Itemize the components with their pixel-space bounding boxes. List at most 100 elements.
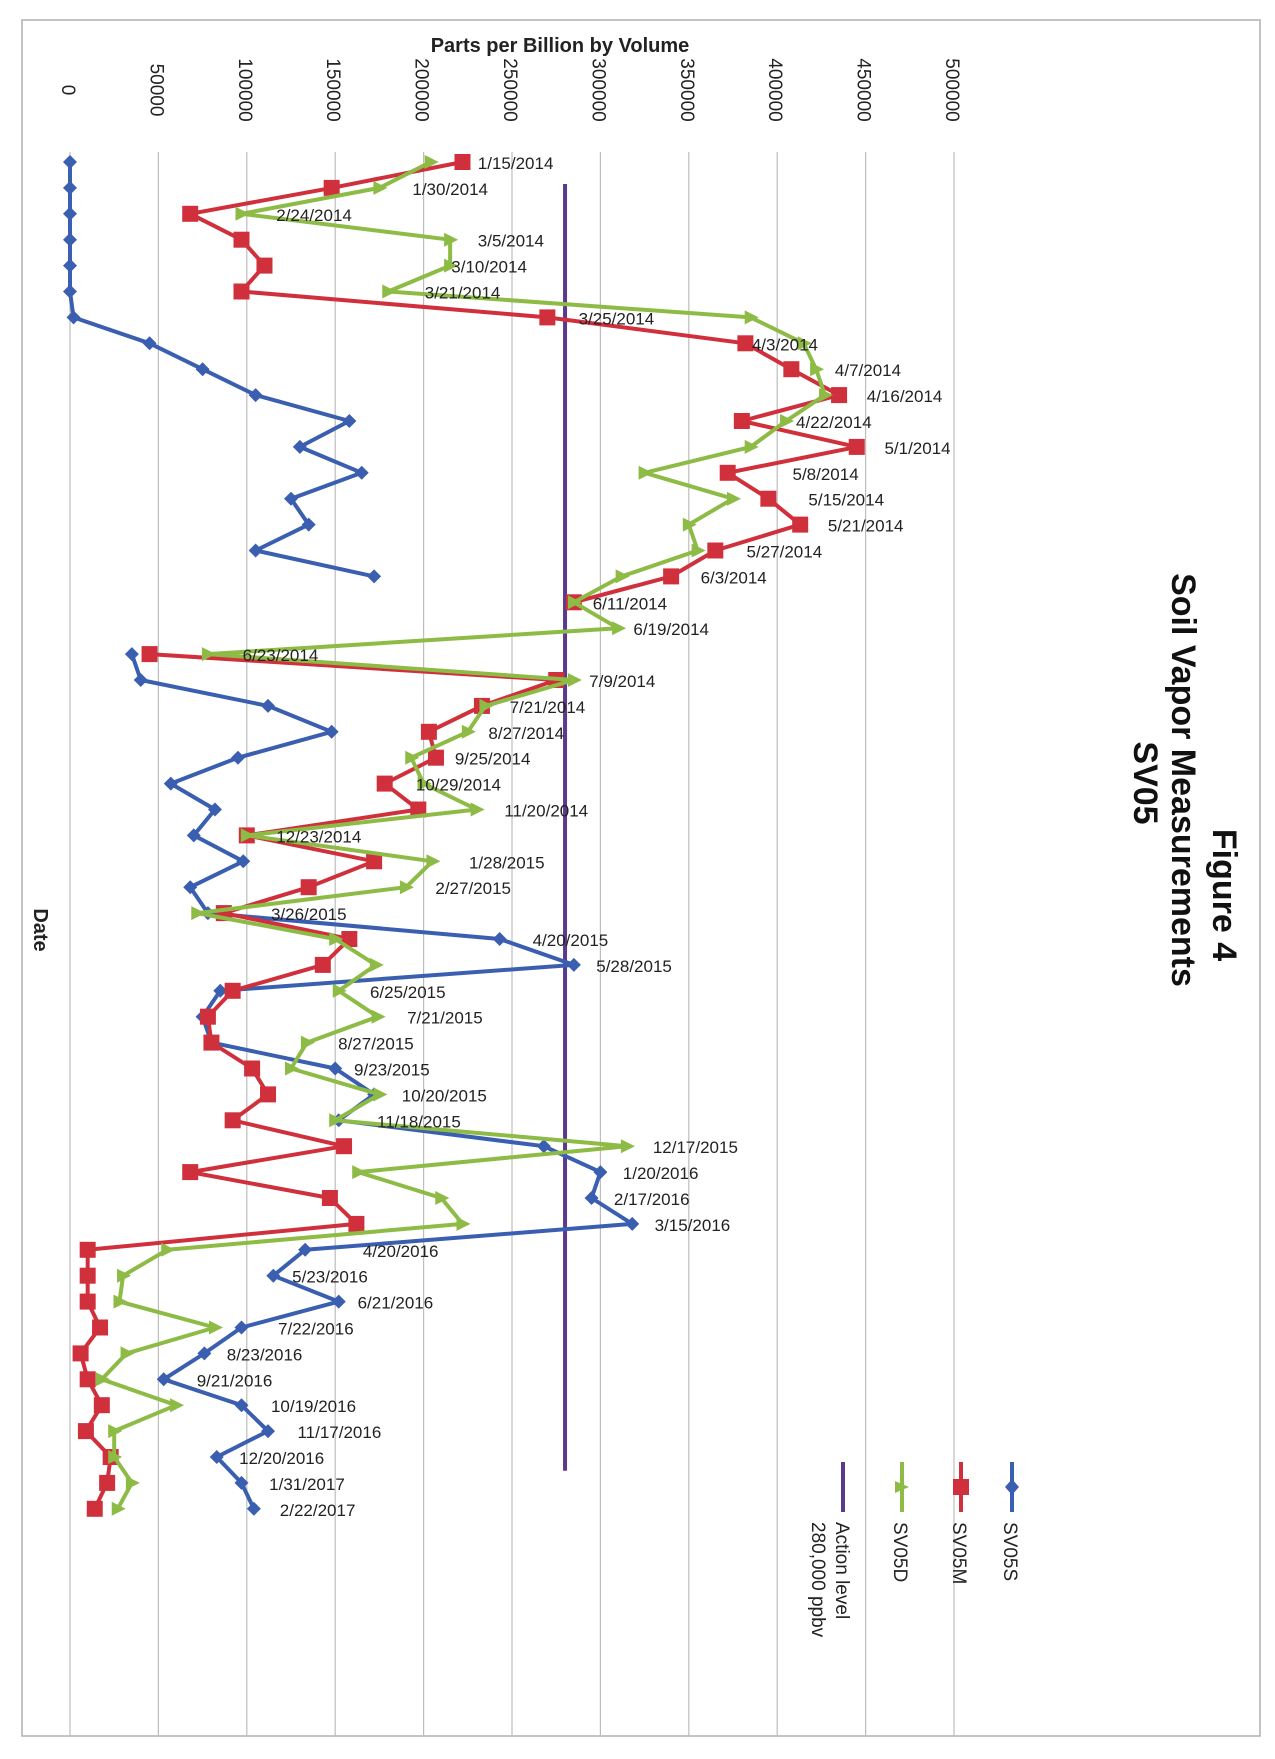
date-label: 9/21/2016 (197, 1371, 273, 1390)
date-label: 10/20/2015 (402, 1086, 487, 1105)
series-sv05d (95, 155, 833, 1516)
date-label: 5/1/2014 (884, 439, 950, 458)
point-sv05s (248, 543, 263, 558)
point-sv05m (737, 335, 754, 352)
value-tick-label: 150000 (322, 58, 343, 121)
point-sv05s (63, 206, 77, 221)
point-sv05d (797, 336, 812, 351)
point-sv05m (79, 1241, 96, 1258)
point-sv05m (79, 1371, 96, 1388)
date-label: 5/28/2015 (596, 957, 672, 976)
point-sv05s (593, 1165, 608, 1180)
date-label: 11/20/2014 (504, 802, 588, 821)
value-tick-label: 50000 (145, 64, 166, 117)
point-sv05m (783, 361, 800, 378)
point-sv05d (120, 1346, 135, 1361)
date-label: 2/24/2014 (276, 206, 352, 225)
point-sv05d (108, 1450, 123, 1464)
series-line-sv05m (188, 160, 859, 605)
point-sv05s (133, 673, 148, 687)
point-sv05d (240, 828, 255, 843)
point-sv05m (321, 1190, 338, 1206)
date-label: 11/18/2015 (377, 1112, 461, 1131)
point-sv05s (584, 1191, 599, 1205)
point-sv05d (369, 957, 384, 972)
date-label: 1/20/2016 (623, 1164, 699, 1183)
point-sv05d (125, 1475, 140, 1490)
legend-label-sv05d: SV05D (889, 1522, 910, 1582)
date-label: 4/7/2014 (835, 361, 901, 380)
point-sv05d (399, 880, 414, 895)
point-sv05s (186, 828, 201, 843)
point-sv05m (300, 879, 317, 896)
point-sv05d (691, 543, 706, 558)
date-label: 2/17/2016 (614, 1190, 690, 1209)
point-sv05m (707, 542, 724, 559)
point-sv05s (63, 232, 77, 247)
value-axis-ticks: 0 50000 100000 150000 200000 250000 300000 3500… (57, 58, 962, 121)
legend: SV05S SV05M SV05D Action leve (807, 1462, 1020, 1638)
point-sv05s (236, 854, 251, 869)
point-sv05s (324, 724, 339, 739)
date-label: 6/25/2015 (370, 983, 446, 1002)
point-sv05m (760, 490, 777, 507)
date-label: 5/8/2014 (793, 465, 859, 484)
point-sv05d (117, 1268, 132, 1283)
point-sv05d (744, 310, 759, 325)
point-sv05s (183, 880, 198, 895)
title-line-1: Soil Vapor Measurements (1164, 573, 1202, 987)
point-sv05s (156, 1372, 171, 1387)
point-sv05m (182, 1164, 199, 1181)
date-label: 5/15/2014 (808, 491, 884, 510)
date-label: 12/20/2016 (239, 1449, 324, 1468)
point-sv05m (792, 516, 809, 533)
point-sv05d (201, 647, 216, 662)
legend-item-sv05d: SV05D (889, 1462, 910, 1582)
date-labels: 1/15/2014 1/30/2014 2/24/2014 3/5/2014 3/10/… (197, 154, 951, 1520)
point-sv05m (348, 1215, 365, 1232)
point-sv05d (329, 932, 344, 946)
point-sv05m (336, 1138, 353, 1155)
point-sv05m (79, 1293, 96, 1310)
point-sv05s (328, 1061, 343, 1076)
point-sv05d (620, 1139, 635, 1154)
point-sv05d (780, 414, 795, 428)
date-label: 4/20/2015 (533, 931, 609, 950)
date-label: 8/27/2014 (488, 724, 564, 743)
point-sv05d (371, 1009, 386, 1024)
point-sv05s (63, 284, 77, 299)
legend-label-sv05m: SV05M (948, 1522, 969, 1584)
point-sv05m (72, 1345, 89, 1362)
title-line-2: SV05 (1126, 741, 1164, 824)
point-sv05s (66, 310, 81, 325)
point-sv05s (197, 1346, 212, 1361)
point-sv05d (682, 517, 697, 532)
date-label: 6/3/2014 (701, 568, 767, 587)
point-sv05s (261, 1424, 276, 1439)
point-sv05s (292, 439, 307, 454)
date-label: 10/29/2014 (416, 776, 501, 795)
point-sv05d (810, 362, 825, 377)
date-label: 6/19/2014 (633, 620, 709, 639)
date-label: 3/21/2014 (425, 284, 501, 303)
date-label: 9/25/2014 (455, 750, 531, 769)
legend-item-sv05m: SV05M (948, 1462, 969, 1584)
point-sv05s (142, 336, 157, 351)
point-sv05d (373, 1087, 388, 1102)
legend-item-sv05s: SV05S (999, 1462, 1020, 1581)
value-tick-label: 250000 (499, 58, 520, 121)
point-sv05s (209, 1450, 224, 1464)
point-sv05m (848, 438, 865, 455)
date-label: 12/17/2015 (653, 1138, 738, 1157)
value-axis-label: Parts per Billion by Volume (431, 35, 690, 57)
point-sv05d (108, 1424, 123, 1439)
series-line-sv05s (129, 653, 635, 1510)
point-sv05d (461, 724, 476, 739)
point-sv05s (63, 155, 77, 169)
point-sv05d (373, 180, 388, 195)
point-sv05m (539, 309, 556, 326)
point-sv05s (342, 414, 357, 428)
point-sv05s (367, 569, 382, 584)
point-sv05d (170, 1398, 185, 1413)
point-sv05d (208, 1320, 223, 1335)
